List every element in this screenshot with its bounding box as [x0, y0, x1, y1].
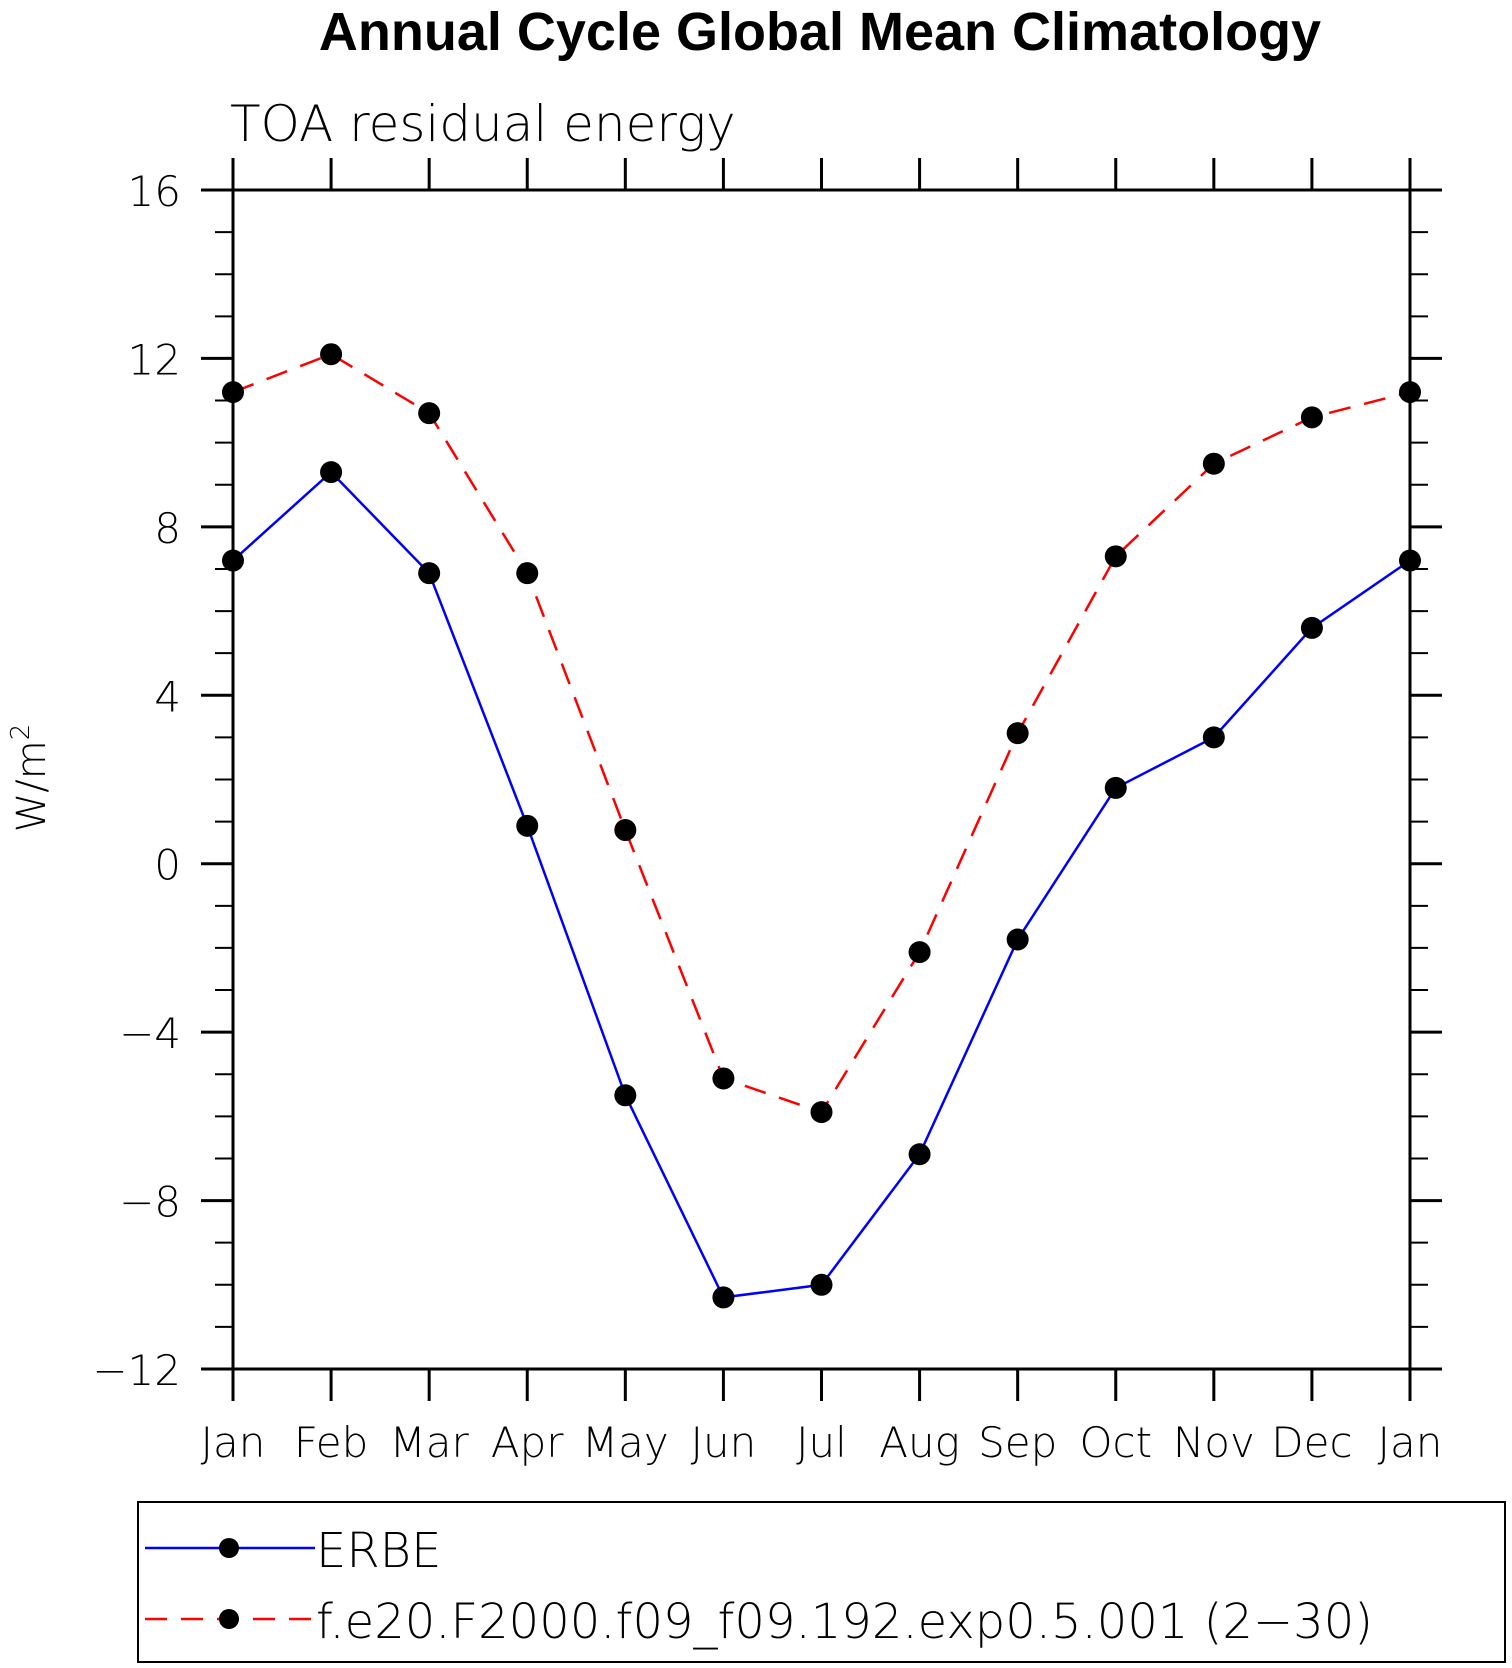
x-tick-label: Dec [1271, 1418, 1352, 1467]
y-tick-label: −4 [119, 1009, 181, 1058]
x-tick-labels: Jan Feb Mar Apr May Jun Jul Aug Sep Oct Nov Dec Jan [201, 1418, 1443, 1467]
series-0-point [418, 562, 441, 585]
chart-subtitle: TOA residual energy [230, 95, 736, 153]
x-tick-label: Sep [978, 1418, 1057, 1467]
series-1-point [908, 941, 931, 964]
y-axis-unit-superscript: 2 [6, 724, 36, 741]
y-tick-label: −8 [119, 1178, 181, 1227]
series-1-point [712, 1067, 735, 1090]
ticks [201, 158, 1442, 1401]
x-tick-label: May [582, 1418, 669, 1467]
legend-box [137, 1501, 1506, 1663]
legend-label-erbe: ERBE [316, 1523, 441, 1579]
series-0-point [1202, 726, 1225, 749]
y-tick-label: 12 [128, 335, 181, 384]
series-1-point [1399, 381, 1421, 404]
x-tick-label: Apr [491, 1418, 564, 1467]
x-tick-label: Jan [201, 1418, 266, 1467]
legend-marker-model [219, 1609, 239, 1629]
series-line-0 [232, 470, 1411, 1299]
x-tick-label: Feb [294, 1418, 368, 1467]
series-0-point [1300, 616, 1323, 639]
y-axis-title: W/m2 [6, 724, 55, 833]
legend-label-model: f.e20.F2000.f09_f09.192.exp0.5.001 (2−30… [316, 1594, 1373, 1650]
x-tick-label: Jul [796, 1418, 847, 1467]
x-tick-label: Jan [1378, 1418, 1443, 1467]
x-tick-label: Oct [1079, 1418, 1152, 1467]
chart-title: Annual Cycle Global Mean Climatology [319, 2, 1321, 62]
series-1-point [516, 562, 539, 585]
series-0-point [320, 461, 343, 484]
series-0-point [1399, 549, 1421, 572]
series-0-point [712, 1286, 735, 1309]
x-tick-label: Nov [1173, 1418, 1255, 1467]
series-1-point [1300, 406, 1323, 429]
series-1-point [1006, 722, 1029, 745]
series-0-point [908, 1143, 931, 1166]
x-tick-label: Jun [691, 1418, 757, 1467]
svg-text:W/m2: W/m2 [6, 724, 55, 833]
legend: ERBE f.e20.F2000.f09_f09.192.exp0.5.001 … [137, 1501, 1506, 1663]
y-tick-label: 0 [154, 841, 181, 890]
series-0-point [1006, 928, 1029, 951]
series-0-point [810, 1273, 833, 1296]
y-tick-label: 16 [128, 167, 181, 216]
series-1-point [1104, 545, 1127, 568]
x-tick-label: Mar [390, 1418, 470, 1467]
series-1-point [222, 381, 244, 404]
plot-frame [231, 188, 1412, 1371]
y-tick-label: −12 [92, 1346, 181, 1395]
series-line-1 [232, 352, 1411, 1114]
series-1-point [1202, 452, 1225, 475]
y-axis-unit: W/m [9, 740, 55, 832]
series-0-point [222, 549, 244, 572]
series-0-point [516, 814, 539, 837]
y-tick-label: 8 [154, 504, 181, 553]
legend-marker-erbe [219, 1538, 239, 1558]
series-1-point [418, 402, 441, 425]
series-1-point [810, 1101, 833, 1124]
series [222, 343, 1421, 1309]
x-tick-label: Aug [879, 1418, 960, 1467]
series-0-point [614, 1084, 637, 1107]
series-1-point [614, 819, 637, 842]
series-1-point [320, 343, 343, 366]
y-tick-label: 4 [154, 672, 181, 721]
y-tick-labels: 16 12 8 4 0 −4 −8 −12 [92, 167, 181, 1395]
series-0-point [1104, 776, 1127, 799]
